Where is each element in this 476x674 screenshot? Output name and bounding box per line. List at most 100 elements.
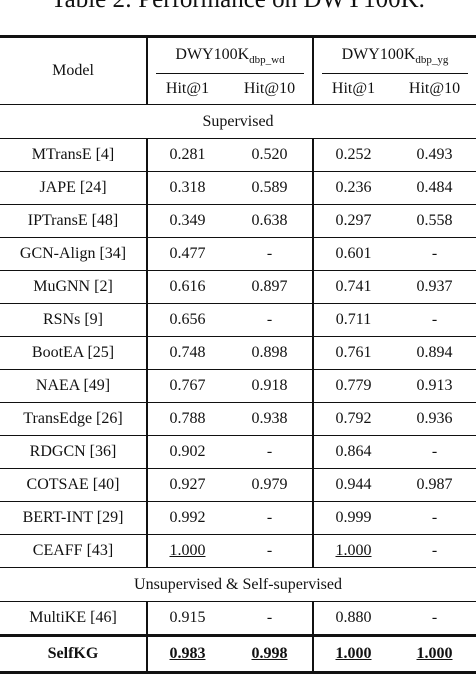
table-row: MultiKE [46] 0.915-0.880- <box>0 601 476 636</box>
model-cell: IPTransE [48] <box>0 204 147 238</box>
value-cell: 0.897 <box>227 270 313 304</box>
table-row: COTSAE [40] 0.927 0.979 0.944 0.987 <box>0 468 476 502</box>
model-cell: MuGNN [2] <box>0 270 147 304</box>
value-cell: 0.792 <box>312 402 393 436</box>
table-row: IPTransE [48] 0.349 0.638 0.297 0.558 <box>0 204 476 238</box>
value-cell: 0.915 <box>146 601 227 636</box>
model-cell: MultiKE [46] <box>0 601 147 636</box>
value-cell: - <box>393 237 476 271</box>
value-cell: 0.741 <box>312 270 393 304</box>
table-row: CEAFF [43] 1.000-1.000- <box>0 534 476 568</box>
table-row: MuGNN [2] 0.616 0.897 0.741 0.937 <box>0 270 476 304</box>
value-cell: - <box>393 435 476 469</box>
value-cell: 0.711 <box>312 303 393 337</box>
table-row: TransEdge [26] 0.788 0.938 0.792 0.936 <box>0 402 476 436</box>
value-cell: - <box>393 303 476 337</box>
value-cell: 1.000 <box>312 634 393 674</box>
value-cell: - <box>393 501 476 535</box>
metric-header: Hit@10 <box>227 74 313 105</box>
model-cell: CEAFF [43] <box>0 534 147 568</box>
model-cell: RDGCN [36] <box>0 435 147 469</box>
value-cell: 0.992 <box>146 501 227 535</box>
supervised-rows: MTransE [4] 0.281 0.520 0.252 0.493 JAPE [24]… <box>0 138 476 568</box>
value-cell: 0.894 <box>393 336 476 370</box>
value-cell: 0.252 <box>312 138 393 172</box>
section-header-supervised: Supervised <box>0 104 476 139</box>
group-header-dbp-yg: DWY100Kdbp_yg <box>311 35 476 74</box>
model-cell: NAEA [49] <box>0 369 147 403</box>
value-cell: 0.297 <box>312 204 393 238</box>
section-header-unsupervised: Unsupervised & Self-supervised <box>0 567 476 602</box>
table-row: BERT-INT [29] 0.992-0.999- <box>0 501 476 535</box>
value-cell: 0.748 <box>146 336 227 370</box>
table-row: MTransE [4] 0.281 0.520 0.252 0.493 <box>0 138 476 172</box>
value-cell: 0.477 <box>146 237 227 271</box>
value-cell: 0.880 <box>312 601 393 636</box>
value-cell: 0.318 <box>146 171 227 205</box>
value-cell: 0.638 <box>227 204 313 238</box>
value-cell: 0.281 <box>146 138 227 172</box>
value-cell: 0.616 <box>146 270 227 304</box>
value-cell: - <box>227 435 313 469</box>
metric-header: Hit@1 <box>312 74 393 105</box>
section-label: Unsupervised & Self-supervised <box>0 567 476 602</box>
value-cell: 0.983 <box>146 634 227 674</box>
value-cell: - <box>227 501 313 535</box>
value-cell: - <box>227 237 313 271</box>
header-row-groups: Model DWY100Kdbp_wd DWY100Kdbp_yg <box>0 35 476 105</box>
value-cell: 0.493 <box>393 138 476 172</box>
value-cell: 0.656 <box>146 303 227 337</box>
value-cell: 0.979 <box>227 468 313 502</box>
value-cell: 0.927 <box>146 468 227 502</box>
value-cell: 0.761 <box>312 336 393 370</box>
value-cell: 0.788 <box>146 402 227 436</box>
model-cell: GCN-Align [34] <box>0 237 147 271</box>
model-cell: JAPE [24] <box>0 171 147 205</box>
value-cell: 0.558 <box>393 204 476 238</box>
group-header-dbp-wd: DWY100Kdbp_wd <box>146 35 313 74</box>
metric-header: Hit@1 <box>146 74 227 105</box>
value-cell: - <box>227 534 313 568</box>
value-cell: 0.998 <box>227 634 313 674</box>
value-cell: 0.987 <box>393 468 476 502</box>
model-cell: RSNs [9] <box>0 303 147 337</box>
table-caption: Table 2: Performance on DWY100K. <box>0 0 476 14</box>
value-cell: 0.520 <box>227 138 313 172</box>
value-cell: 0.902 <box>146 435 227 469</box>
value-cell: - <box>227 303 313 337</box>
value-cell: 0.864 <box>312 435 393 469</box>
model-cell: COTSAE [40] <box>0 468 147 502</box>
model-cell: TransEdge [26] <box>0 402 147 436</box>
model-column-header: Model <box>0 35 147 105</box>
results-table: Model DWY100Kdbp_wd DWY100Kdbp_yg Hit@1 … <box>0 35 476 674</box>
value-cell: 0.767 <box>146 369 227 403</box>
table-row: GCN-Align [34] 0.477-0.601- <box>0 237 476 271</box>
value-cell: 0.999 <box>312 501 393 535</box>
value-cell: 0.236 <box>312 171 393 205</box>
model-cell: SelfKG <box>0 634 147 674</box>
value-cell: 0.601 <box>312 237 393 271</box>
table-row: RDGCN [36] 0.902-0.864- <box>0 435 476 469</box>
value-cell: 0.779 <box>312 369 393 403</box>
value-cell: 1.000 <box>312 534 393 568</box>
table-row: RSNs [9] 0.656-0.711- <box>0 303 476 337</box>
metric-header: Hit@10 <box>393 74 476 105</box>
header-row-metrics: Hit@1 Hit@10 Hit@1 Hit@10 <box>0 74 476 105</box>
value-cell: 0.913 <box>393 369 476 403</box>
table-row: JAPE [24] 0.318 0.589 0.236 0.484 <box>0 171 476 205</box>
value-cell: - <box>393 601 476 636</box>
table-row: NAEA [49] 0.767 0.918 0.779 0.913 <box>0 369 476 403</box>
value-cell: 0.484 <box>393 171 476 205</box>
value-cell: 0.944 <box>312 468 393 502</box>
table-row: BootEA [25] 0.748 0.898 0.761 0.894 <box>0 336 476 370</box>
model-cell: MTransE [4] <box>0 138 147 172</box>
value-cell: 1.000 <box>393 634 476 674</box>
value-cell: 1.000 <box>146 534 227 568</box>
model-cell: BootEA [25] <box>0 336 147 370</box>
value-cell: 0.937 <box>393 270 476 304</box>
table-row-selfkg: SelfKG 0.983 0.998 1.000 1.000 <box>0 634 476 674</box>
value-cell: 0.898 <box>227 336 313 370</box>
section-label: Supervised <box>0 104 476 139</box>
value-cell: - <box>227 601 313 636</box>
unsupervised-rows: MultiKE [46] 0.915-0.880- <box>0 601 476 636</box>
